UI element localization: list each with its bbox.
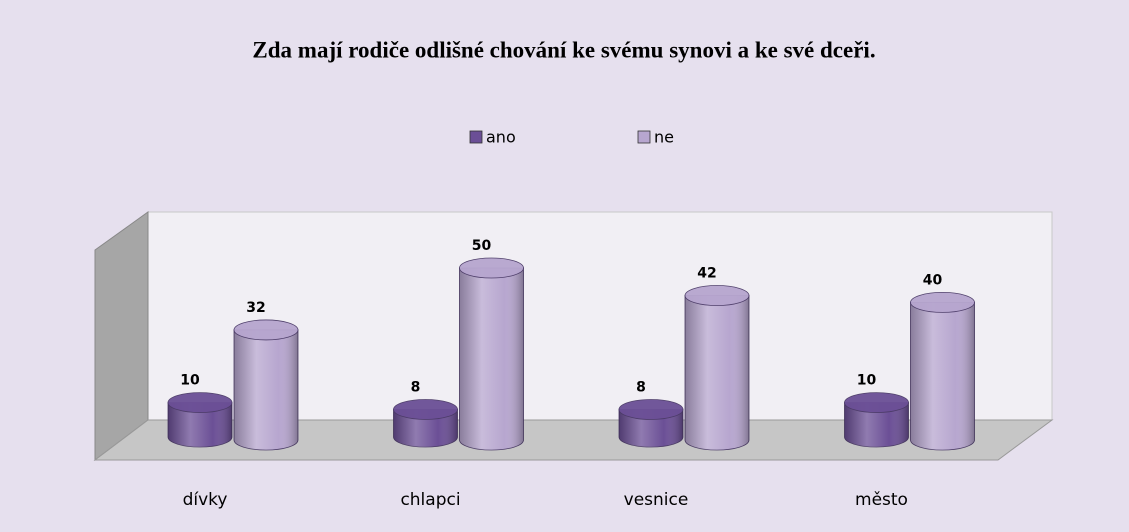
cylinder-top	[910, 291, 975, 313]
cylinder-shade	[234, 329, 298, 450]
cylinder-shade	[685, 295, 749, 450]
cylinder-top	[844, 392, 909, 414]
x-tick-label: vesnice	[624, 490, 689, 510]
cylinder-shade	[619, 409, 683, 447]
side-wall	[94, 211, 149, 462]
chart-title: Zda mají rodiče odlišné chování ke svému…	[252, 37, 875, 62]
data-label: 42	[697, 266, 716, 282]
legend-swatch	[637, 130, 651, 144]
cylinder-top	[684, 285, 750, 306]
x-tick-label: dívky	[183, 490, 228, 510]
data-label: 8	[636, 379, 646, 395]
data-label: 40	[923, 272, 943, 288]
cylinder-shade	[844, 402, 909, 447]
data-label: 10	[857, 373, 877, 389]
data-label: 8	[411, 379, 421, 395]
data-label: 10	[180, 373, 200, 389]
floor	[93, 419, 1054, 461]
cylinder-top	[233, 319, 299, 341]
x-tick-label: chlapci	[400, 490, 460, 510]
cylinder-top	[618, 399, 684, 420]
x-tick-label: město	[855, 490, 908, 510]
legend-label: ano	[486, 128, 516, 147]
cylinder-shade	[459, 268, 524, 450]
cylinder-shade	[393, 409, 458, 447]
data-label: 32	[246, 300, 265, 316]
cylinder-shade	[168, 402, 232, 447]
cylinder-top	[459, 257, 524, 279]
legend-swatch	[469, 130, 483, 144]
cylinder-shade	[910, 302, 975, 450]
cylinder-top	[393, 399, 458, 420]
cylinder-top	[167, 392, 233, 414]
legend-label: ne	[654, 128, 674, 147]
data-label: 50	[472, 238, 492, 254]
